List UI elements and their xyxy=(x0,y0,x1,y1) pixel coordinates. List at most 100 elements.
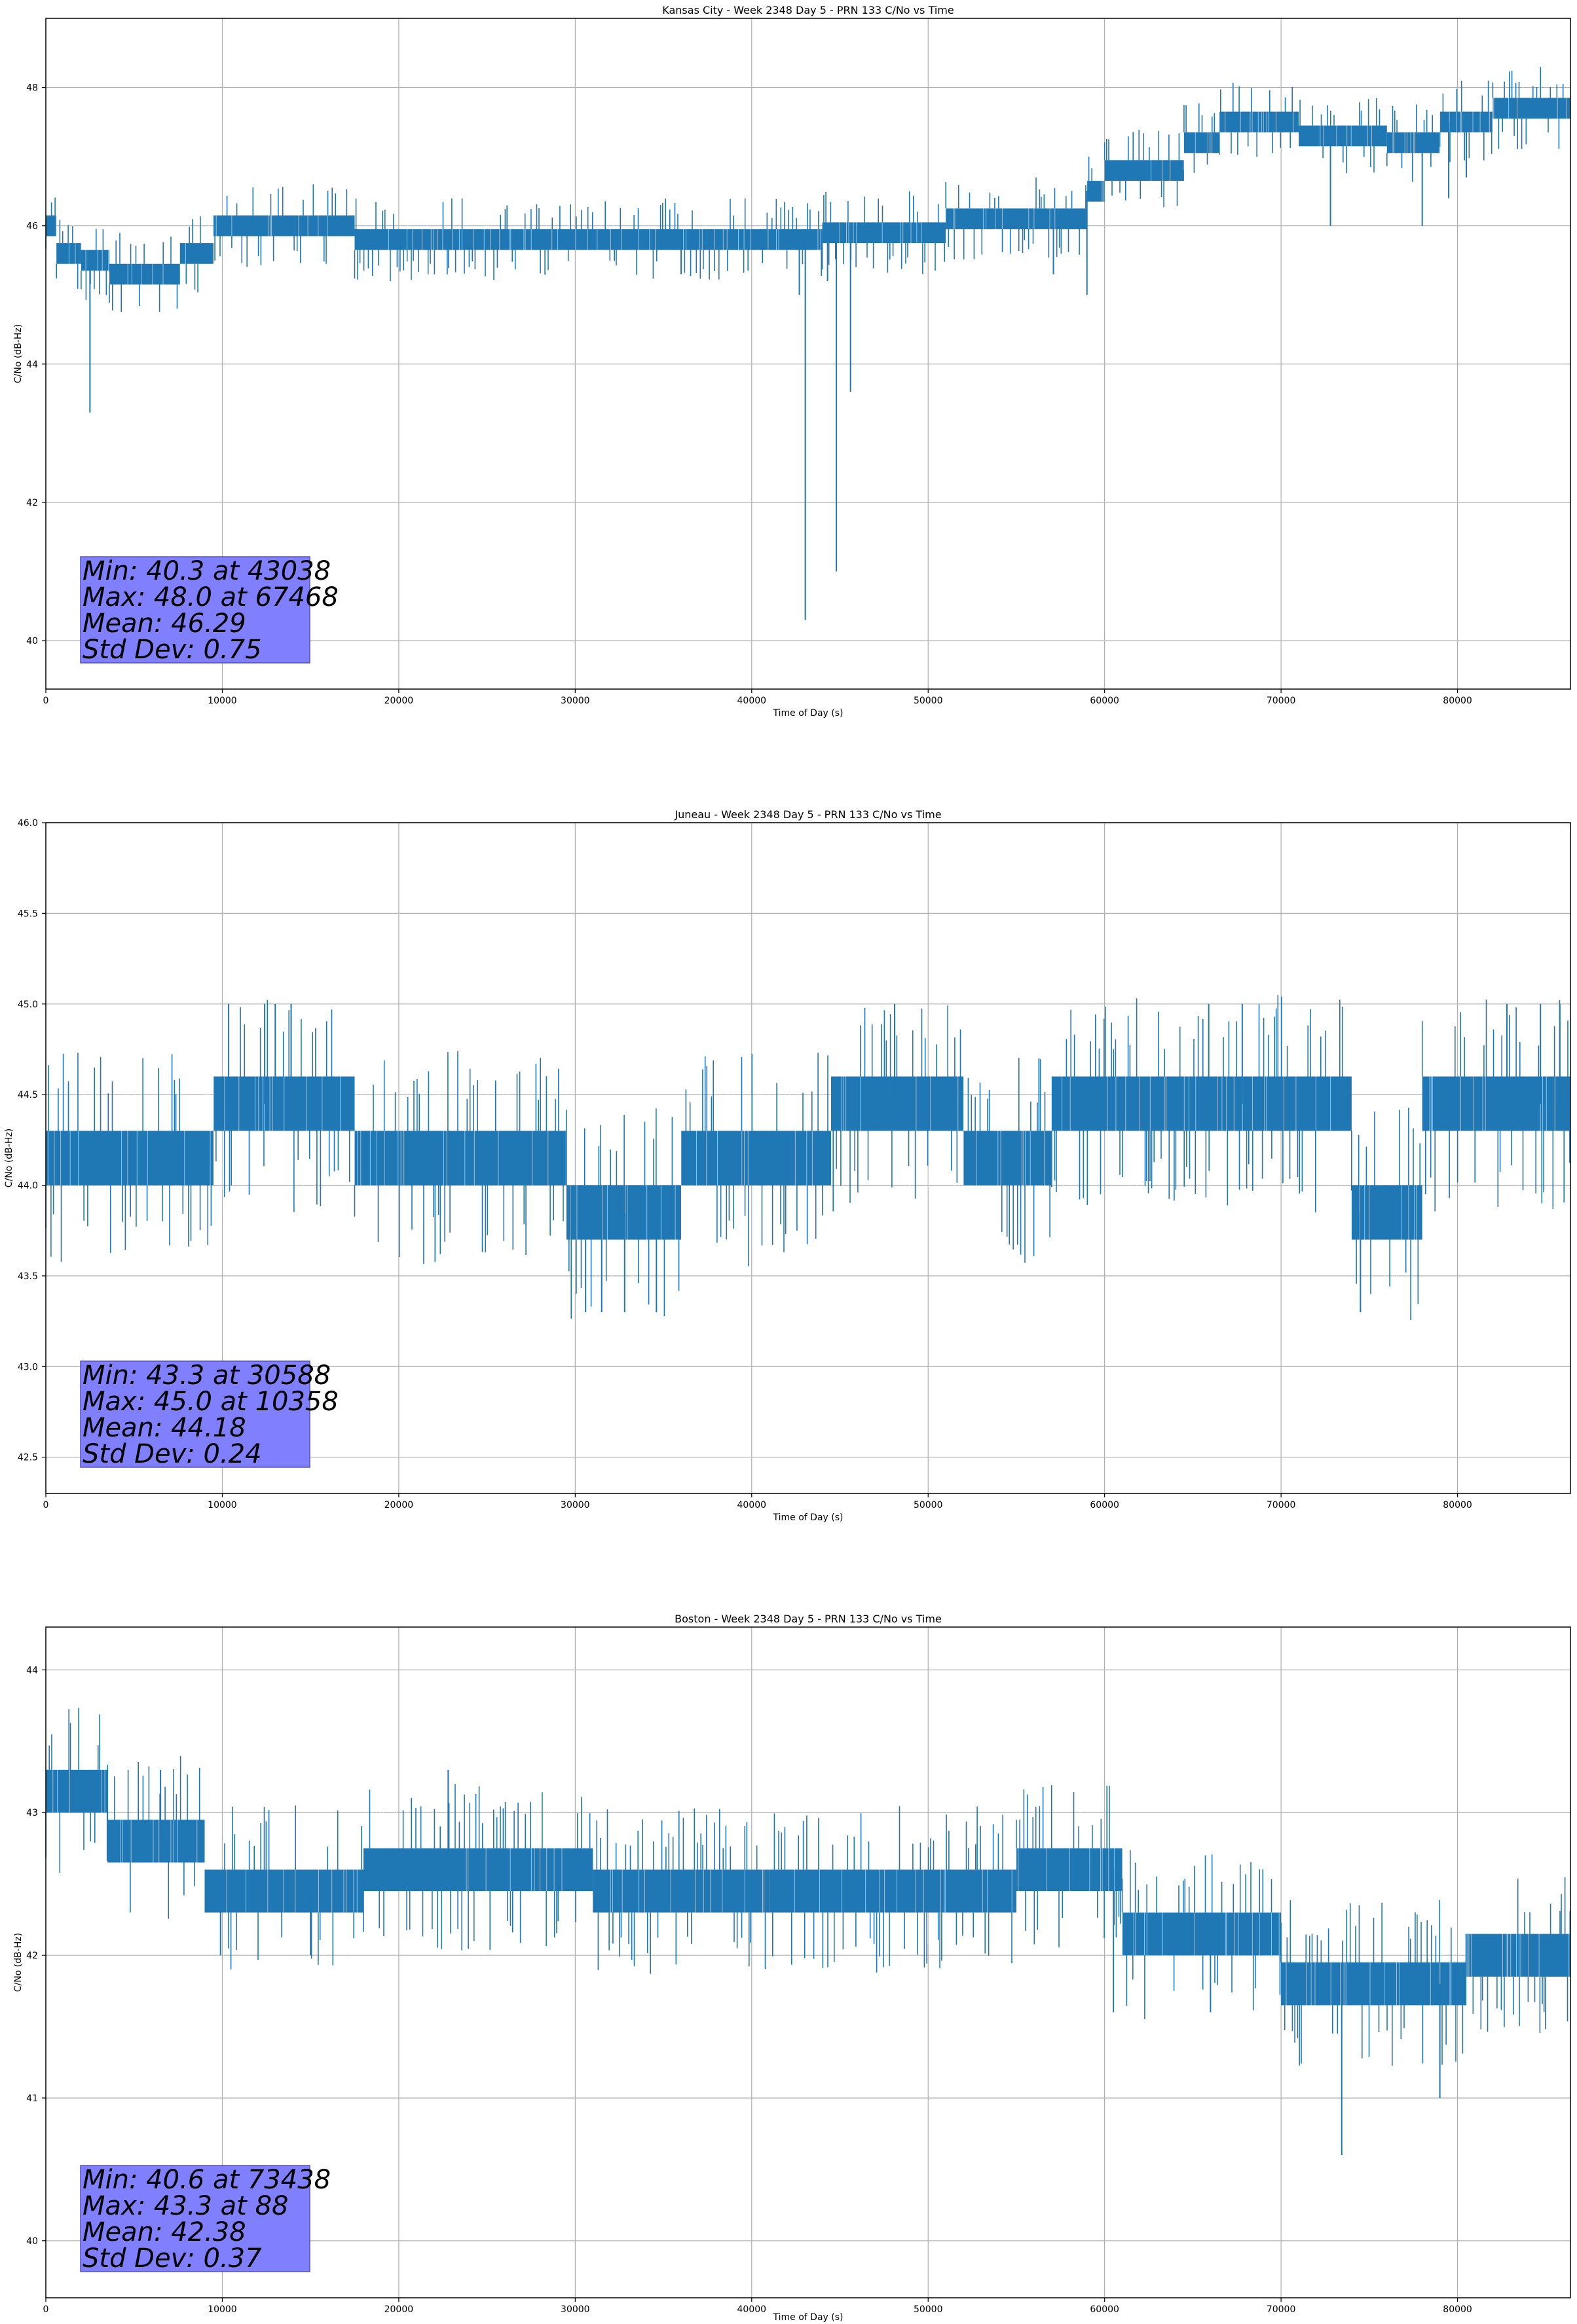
stats-min: Min: 43.3 at 30588 xyxy=(83,1360,331,1391)
cno-band-segment xyxy=(681,1131,832,1186)
cno-trace-gaps xyxy=(1183,113,1220,172)
y-tick-label: 40 xyxy=(26,636,38,647)
cno-band-segment xyxy=(1422,1076,1570,1131)
cno-band-segment xyxy=(1104,160,1184,181)
cno-band-segment xyxy=(1122,1912,1282,1956)
cno-band-segment xyxy=(1051,1076,1352,1131)
x-tick-label: 0 xyxy=(43,2304,49,2315)
y-tick-label: 43 xyxy=(26,1808,38,1818)
x-tick-label: 40000 xyxy=(737,696,767,706)
y-axis-label: C/No (dB-Hz) xyxy=(13,1933,24,1992)
x-tick-label: 30000 xyxy=(561,2304,590,2315)
x-tick-label: 40000 xyxy=(737,2304,767,2315)
cno-trace-jitter xyxy=(1299,98,1381,174)
cno-band-segment xyxy=(566,1185,681,1240)
cno-trace-jitter xyxy=(772,1806,1012,1973)
stats-max: Max: 43.3 at 88 xyxy=(83,2191,288,2221)
cno-band-segment xyxy=(354,229,823,250)
x-tick-label: 0 xyxy=(43,696,49,706)
chart-title: Boston - Week 2348 Day 5 - PRN 133 C/No … xyxy=(675,1613,942,1625)
cno-band-segment xyxy=(213,215,355,236)
cno-trace-jitter xyxy=(685,1053,828,1267)
stats-std-dev: Std Dev: 0.24 xyxy=(83,1439,262,1469)
cno-trace-jitter xyxy=(354,198,822,282)
x-tick-label: 40000 xyxy=(737,1500,767,1510)
stats-mean: Mean: 42.38 xyxy=(83,2217,246,2247)
x-axis-label: Time of Day (s) xyxy=(773,2312,844,2323)
cno-band-segment xyxy=(1086,181,1105,202)
x-tick-label: 70000 xyxy=(1267,2304,1296,2315)
subplot-boston: Boston - Week 2348 Day 5 - PRN 133 C/No … xyxy=(13,1613,1571,2323)
stats-mean: Mean: 44.18 xyxy=(83,1413,246,1443)
x-tick-label: 80000 xyxy=(1443,2304,1472,2315)
x-tick-label: 0 xyxy=(43,1500,49,1510)
series-cno xyxy=(45,994,1570,1321)
y-tick-label: 44 xyxy=(26,1665,38,1676)
cno-band-segment xyxy=(1183,132,1219,153)
x-tick-label: 20000 xyxy=(384,2304,414,2315)
x-tick-label: 60000 xyxy=(1090,2304,1119,2315)
stats-box-background xyxy=(80,2165,310,2272)
x-tick-label: 30000 xyxy=(561,1500,590,1510)
cno-trace-jitter xyxy=(1219,83,1293,157)
stats-max: Max: 45.0 at 10358 xyxy=(83,1387,339,1417)
cno-trace-gaps xyxy=(963,1066,1050,1248)
x-tick-label: 30000 xyxy=(561,696,590,706)
y-tick-label: 44 xyxy=(26,360,38,370)
cno-band-segment xyxy=(593,1869,770,1913)
y-tick-label: 40 xyxy=(26,2236,38,2247)
cno-trace-jitter xyxy=(214,184,348,267)
cno-trace-jitter xyxy=(1051,994,1352,1212)
x-tick-label: 70000 xyxy=(1267,696,1296,706)
y-tick-label: 42 xyxy=(26,1951,38,1961)
cno-trace-jitter xyxy=(566,1108,680,1319)
cno-trace-jitter xyxy=(1104,130,1180,208)
cno-trace-jitter xyxy=(1472,1877,1571,2033)
y-tick-label: 44.5 xyxy=(18,1090,38,1100)
cno-trace-jitter xyxy=(1016,1785,1121,1948)
x-axis-label: Time of Day (s) xyxy=(773,1512,844,1523)
cno-trace-jitter xyxy=(109,233,178,312)
cno-trace-gaps xyxy=(1351,1124,1418,1302)
chart-title: Kansas City - Week 2348 Day 5 - PRN 133 … xyxy=(662,4,954,16)
x-tick-label: 10000 xyxy=(208,2304,237,2315)
x-tick-label: 20000 xyxy=(384,696,414,706)
cno-band-segment xyxy=(1493,98,1570,119)
cno-trace-jitter xyxy=(1439,81,1493,162)
cno-band-segment xyxy=(109,263,180,285)
subplot-kansas-city: Kansas City - Week 2348 Day 5 - PRN 133 … xyxy=(13,4,1571,719)
x-axis-label: Time of Day (s) xyxy=(773,708,844,719)
stats-box: Min: 40.3 at 43038 Max: 48.0 at 67468 Me… xyxy=(80,556,339,665)
x-tick-label: 80000 xyxy=(1443,696,1472,706)
cno-trace-gaps xyxy=(81,229,109,291)
cno-trace-jitter xyxy=(215,1000,350,1212)
cno-band-segment xyxy=(179,243,213,264)
subplot-juneau: Juneau - Week 2348 Day 5 - PRN 133 C/No … xyxy=(4,808,1571,1523)
stats-std-dev: Std Dev: 0.37 xyxy=(83,2243,262,2274)
cno-band-segment xyxy=(46,1131,213,1186)
stats-box: Min: 43.3 at 30588 Max: 45.0 at 10358 Me… xyxy=(80,1360,339,1469)
cno-band-segment xyxy=(831,1076,964,1131)
cno-trace-jitter xyxy=(596,1809,766,1974)
cno-trace-jitter xyxy=(945,177,1086,260)
cno-band-segment xyxy=(1281,1962,1467,2006)
cno-trace-jitter xyxy=(185,216,201,293)
chart-title: Juneau - Week 2348 Day 5 - PRN 133 C/No … xyxy=(674,808,941,821)
y-tick-label: 43.5 xyxy=(18,1271,38,1282)
stats-std-dev: Std Dev: 0.75 xyxy=(83,635,262,665)
cno-trace-jitter xyxy=(1121,1850,1281,2019)
series-cno xyxy=(45,1708,1571,2156)
y-axis-label: C/No (dB-Hz) xyxy=(13,324,24,383)
cno-trace-jitter xyxy=(967,1058,1050,1263)
cno-trace-jitter xyxy=(1183,103,1215,173)
cno-band-segment xyxy=(1386,132,1440,153)
y-tick-label: 46.0 xyxy=(18,818,38,829)
x-tick-label: 80000 xyxy=(1443,1500,1472,1510)
cno-band-segment xyxy=(1299,125,1387,147)
plot-frame xyxy=(45,822,1571,1494)
y-axis-label: C/No (dB-Hz) xyxy=(4,1129,14,1188)
x-tick-label: 60000 xyxy=(1090,1500,1119,1510)
x-tick-label: 10000 xyxy=(208,1500,237,1510)
cno-trace-jitter xyxy=(1356,1108,1420,1321)
